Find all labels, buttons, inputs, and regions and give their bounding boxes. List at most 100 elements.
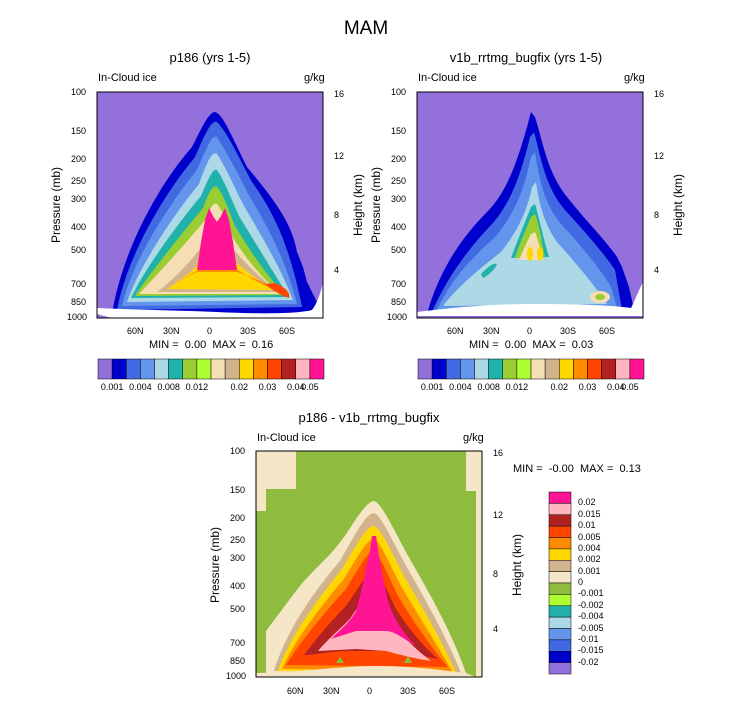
y2tick: 16: [654, 89, 665, 99]
y2-axis-label: Height (km): [351, 174, 365, 237]
colorbar-swatch: [474, 358, 489, 380]
xtick: 60N: [127, 326, 144, 336]
ytick: 1000: [226, 671, 247, 681]
units-label: g/kg: [463, 432, 484, 444]
xtick: 0: [207, 326, 213, 336]
colorbar-swatch: [267, 358, 282, 380]
colorbar-tick-label: -0.004: [578, 611, 604, 622]
colorbar-swatch: [210, 358, 226, 380]
ytick: 850: [230, 656, 246, 666]
colorbar-swatch: [548, 582, 572, 595]
colorbar-swatch: [126, 358, 141, 380]
ytick: 200: [391, 154, 407, 164]
colorbar-swatch: [559, 358, 574, 380]
colorbar-tick-label: 0.012: [505, 382, 529, 392]
colorbar-swatch: [548, 548, 572, 561]
colorbar-swatch: [629, 358, 645, 380]
ytick: 400: [230, 581, 246, 591]
colorbar-swatch: [587, 358, 602, 380]
xtick: 60S: [279, 326, 296, 336]
colorbar-swatch: [601, 358, 616, 380]
colorbar-swatch: [548, 616, 572, 629]
colorbar-swatch: [615, 358, 631, 380]
ytick: 1000: [67, 312, 88, 322]
xtick: 60S: [439, 686, 456, 696]
colorbar-swatch: [516, 358, 532, 380]
ytick: 250: [391, 176, 407, 186]
xtick: 60N: [447, 326, 464, 336]
ytick: 400: [391, 222, 407, 232]
colorbar-tick-label: -0.001: [578, 588, 604, 599]
colorbar-swatch: [446, 358, 461, 380]
colorbar-swatch: [548, 628, 572, 641]
colorbar-tick-label: 0.001: [578, 565, 601, 576]
colorbar-swatch: [111, 358, 127, 380]
ytick: 700: [71, 279, 87, 289]
colorbar-tick-label: 0.02: [578, 497, 596, 508]
colorbar-swatch: [224, 358, 240, 380]
y2-axis-label: Height (km): [510, 534, 524, 597]
field-label: In-Cloud ice: [418, 72, 477, 84]
colorbar-swatch: [548, 605, 572, 618]
ytick: 150: [230, 485, 246, 495]
y2-axis-label: Height (km): [671, 174, 685, 237]
colorbar-swatch: [97, 358, 113, 380]
colorbar-swatch: [548, 662, 572, 675]
panel-title: p186 (yrs 1-5): [169, 50, 251, 65]
y2tick: 12: [334, 151, 345, 161]
colorbar-swatch: [548, 594, 572, 606]
y-axis-label: Pressure (mb): [49, 167, 63, 244]
colorbar-tick-label: 0.005: [578, 531, 601, 542]
colorbar-swatch: [502, 358, 518, 380]
field-label: In-Cloud ice: [98, 72, 157, 84]
colorbar-swatch: [168, 358, 183, 380]
colorbar-tick-label: -0.002: [578, 599, 604, 610]
ytick: 200: [71, 154, 87, 164]
colorbar-tick-label: 0.04: [286, 382, 305, 392]
colorbar-tick-label: 0.015: [578, 508, 601, 519]
colorbar-swatch: [548, 651, 572, 663]
ytick: 150: [71, 126, 87, 136]
contour-plot-v1b: [416, 91, 644, 319]
ytick: 100: [71, 87, 87, 97]
stats-line: MIN = 0.00 MAX = 0.16: [149, 339, 274, 351]
ytick: 300: [230, 553, 246, 563]
colorbar-swatch: [140, 358, 155, 380]
y2tick: 4: [493, 624, 499, 634]
units-label: g/kg: [624, 72, 645, 84]
colorbar-tick-label: 0.03: [578, 382, 597, 392]
ytick: 850: [391, 297, 407, 307]
colorbar-swatch: [431, 358, 447, 380]
colorbar-swatch: [182, 358, 198, 380]
colorbar-swatch: [530, 358, 546, 380]
stats-line: MIN = -0.00 MAX = 0.13: [513, 463, 641, 475]
colorbar-swatch: [548, 503, 572, 515]
colorbar-swatch: [417, 358, 433, 380]
colorbar-swatch: [548, 537, 572, 550]
xtick: 60N: [287, 686, 304, 696]
colorbar-tick-label: -0.02: [578, 656, 599, 667]
colorbar-swatch: [573, 358, 588, 380]
colorbar-tick-label: 0.002: [578, 554, 601, 565]
colorbar-tick-label: -0.01: [578, 633, 599, 644]
colorbar-tick-label: 0.05: [621, 382, 639, 392]
colorbar-tick-label: 0.001: [420, 382, 444, 392]
colorbar-tick-label: -0.005: [578, 622, 604, 633]
colorbar-diff: [548, 491, 572, 675]
ytick: 850: [71, 297, 87, 307]
y2tick: 16: [334, 89, 345, 99]
colorbar-swatch: [548, 525, 572, 538]
colorbar-tick-label: 0: [578, 577, 584, 587]
units-label: g/kg: [304, 72, 325, 84]
contour-plot-p186: [96, 91, 324, 320]
figure-title: MAM: [343, 18, 389, 39]
colorbar-swatch: [548, 514, 572, 527]
colorbar-swatch: [239, 358, 254, 380]
xtick: 30S: [400, 686, 417, 696]
colorbar-swatch: [154, 358, 169, 380]
colorbar-swatch: [196, 358, 212, 380]
colorbar-tick-label: -0.015: [578, 645, 604, 656]
y2tick: 12: [493, 510, 504, 520]
colorbar-swatch: [488, 358, 503, 380]
colorbar-tick-label: 0.01: [578, 520, 596, 531]
